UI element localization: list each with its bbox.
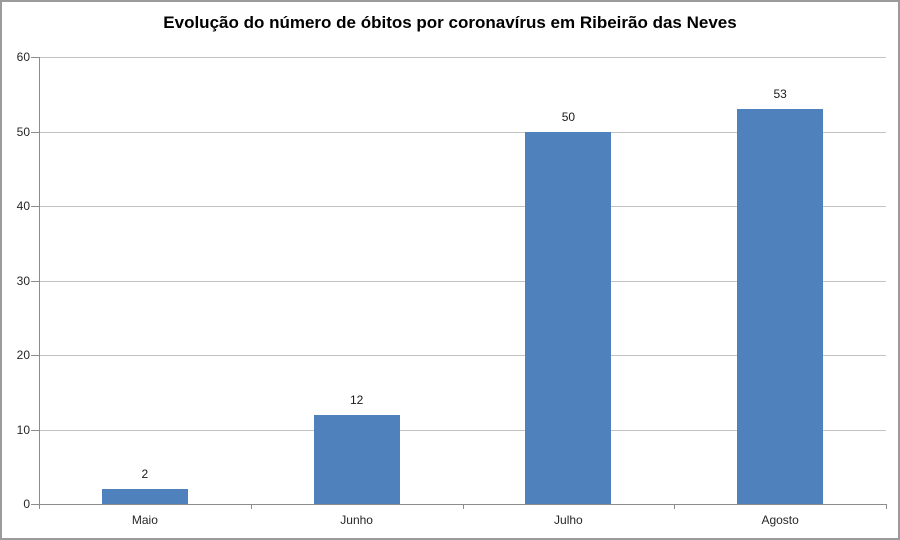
y-tick-label-0: 0 <box>23 497 30 511</box>
bar-maio <box>101 489 188 504</box>
x-axis-label-junho: Junho <box>340 513 373 527</box>
x-axis-label-maio: Maio <box>131 513 158 527</box>
y-tick-label-20: 20 <box>16 348 30 362</box>
bar-value-label-maio: 2 <box>141 467 149 482</box>
y-tick-label-50: 50 <box>16 124 30 139</box>
y-tick-label-10: 10 <box>16 422 30 437</box>
gridline-y-10 <box>39 429 886 431</box>
y-axis-line <box>39 57 40 504</box>
bar-junho <box>313 414 400 504</box>
bar-value-label-junho: 12 <box>349 392 364 407</box>
gridline-y-40 <box>39 206 886 207</box>
bar-agosto <box>737 109 824 504</box>
x-tick-boundary-4 <box>886 504 887 509</box>
x-axis-label-agosto: Agosto <box>761 513 799 527</box>
y-tick-label-30: 30 <box>16 273 30 288</box>
gridline-y-30 <box>39 280 886 282</box>
plot-area <box>39 57 886 504</box>
x-tick-boundary-3 <box>674 504 676 509</box>
gridline-y-60 <box>39 57 886 58</box>
bar-value-label-agosto: 53 <box>773 87 787 102</box>
x-tick-boundary-0 <box>39 504 40 509</box>
y-tick-50 <box>31 131 39 133</box>
x-axis-label-julho: Julho <box>554 513 583 527</box>
chart-title: Evolução do número de óbitos por coronav… <box>163 13 737 32</box>
x-tick-boundary-1 <box>250 504 252 509</box>
y-tick-0 <box>31 504 39 505</box>
gridline-y-50 <box>39 131 886 133</box>
gridline-y-20 <box>39 355 886 356</box>
bar-value-label-julho: 50 <box>561 109 576 124</box>
x-tick-boundary-2 <box>462 504 464 509</box>
y-tick-20 <box>31 355 39 356</box>
y-tick-40 <box>31 206 39 207</box>
y-tick-60 <box>31 57 39 58</box>
bar-julho <box>525 131 612 504</box>
y-tick-30 <box>31 280 39 282</box>
y-tick-10 <box>31 429 39 431</box>
y-tick-label-40: 40 <box>16 199 30 213</box>
y-tick-label-60: 60 <box>16 50 30 64</box>
